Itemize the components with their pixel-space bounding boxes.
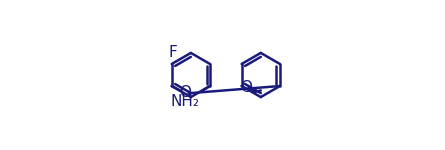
Text: O: O <box>179 85 191 100</box>
Text: F: F <box>168 45 177 60</box>
Text: O: O <box>240 80 252 95</box>
Text: NH₂: NH₂ <box>170 94 199 109</box>
